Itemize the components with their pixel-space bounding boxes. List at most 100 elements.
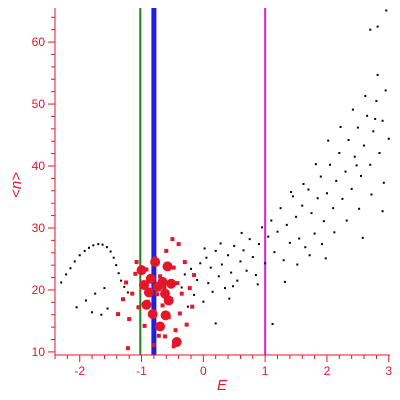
data-point-red-square [179, 291, 184, 296]
data-point-black [180, 286, 183, 289]
data-point-black [230, 271, 233, 274]
data-point-black [338, 151, 341, 154]
data-point-black [308, 254, 311, 257]
data-point-black [214, 249, 217, 252]
data-points [60, 9, 390, 351]
data-point-black [261, 226, 264, 229]
data-point-black [363, 144, 366, 147]
data-point-black [264, 262, 267, 265]
data-point-black [217, 275, 220, 278]
data-point-black [228, 297, 231, 300]
data-point-black [314, 163, 317, 166]
data-point-red-large [160, 288, 171, 299]
data-point-red-large [136, 265, 147, 276]
data-point-red-large [162, 261, 173, 272]
data-point-red-large [160, 310, 171, 321]
data-point-black [333, 231, 336, 234]
x-tick-label: -2 [74, 364, 85, 378]
data-point-red-large [166, 278, 177, 289]
data-point-black [369, 163, 372, 166]
data-point-red-square [156, 333, 161, 338]
data-point-red-square [192, 273, 197, 278]
data-point-black [345, 219, 348, 222]
data-point-black [109, 250, 112, 253]
data-point-black [302, 182, 305, 185]
data-point-black [199, 262, 202, 265]
vertical-reference-lines [139, 8, 267, 355]
data-point-black [332, 207, 335, 210]
data-point-black [60, 281, 63, 284]
data-point-black [242, 249, 245, 252]
data-point-black [341, 197, 344, 200]
x-tick-label: 1 [262, 364, 269, 378]
data-point-red-large [145, 273, 156, 284]
data-point-red-large [143, 287, 154, 298]
data-point-red-large [139, 279, 150, 290]
data-point-black [83, 249, 86, 252]
data-point-black [358, 207, 361, 210]
data-point-black [327, 139, 330, 142]
data-point-black [92, 244, 95, 247]
data-point-black [87, 246, 90, 249]
data-point-black [256, 283, 259, 286]
data-point-red-square [116, 312, 121, 317]
data-point-black [267, 235, 270, 238]
data-point-red-square [187, 286, 192, 291]
data-point-black [344, 170, 347, 173]
data-point-red-square [177, 311, 182, 316]
data-point-black [271, 323, 274, 326]
data-point-black [236, 279, 239, 282]
data-point-red-square [133, 271, 138, 276]
data-point-black [366, 114, 369, 117]
data-point-black [189, 267, 192, 270]
data-point-black [384, 89, 387, 92]
y-tick-label: 30 [32, 221, 46, 235]
data-point-black [112, 256, 115, 259]
y-tick-label: 40 [32, 159, 46, 173]
data-point-black [329, 163, 332, 166]
data-point-black [103, 287, 106, 290]
data-point-black [307, 188, 310, 191]
data-point-black [301, 204, 304, 207]
data-point-red-square [170, 237, 175, 242]
data-point-black [75, 306, 78, 309]
data-point-black [101, 243, 104, 246]
data-point-black [65, 273, 68, 276]
x-axis-label: E [217, 377, 228, 394]
data-point-black [298, 237, 301, 240]
data-point-black [316, 197, 319, 200]
data-point-black [115, 264, 118, 267]
data-point-black [205, 256, 208, 259]
data-point-black [202, 300, 205, 303]
data-point-black [183, 273, 186, 276]
data-point-black [374, 117, 377, 120]
data-point-black [97, 243, 100, 246]
x-tick-label: -1 [136, 364, 147, 378]
data-point-black [290, 191, 293, 194]
data-point-black [78, 254, 81, 257]
data-point-red-square [163, 334, 168, 339]
data-point-black [84, 299, 87, 302]
data-point-black [257, 243, 260, 246]
data-point-black [193, 293, 196, 296]
data-point-black [387, 137, 390, 140]
data-point-black [375, 99, 378, 102]
data-point-black [335, 179, 338, 182]
data-point-black [279, 207, 282, 210]
data-point-black [376, 73, 379, 76]
data-point-black [321, 243, 324, 246]
data-point-black [126, 291, 129, 294]
data-point-black [283, 280, 286, 283]
data-point-black [223, 287, 226, 290]
data-point-black [355, 164, 358, 167]
data-point-red-square [182, 260, 187, 265]
x-tick-label: 3 [385, 364, 392, 378]
data-point-red-large [157, 276, 168, 287]
data-point-black [356, 126, 359, 129]
data-point-black [69, 267, 72, 270]
data-point-black [239, 260, 242, 263]
data-point-red-large [147, 309, 158, 320]
data-point-black [282, 259, 285, 262]
data-point-black [324, 257, 327, 260]
data-point-red-square [130, 291, 135, 296]
